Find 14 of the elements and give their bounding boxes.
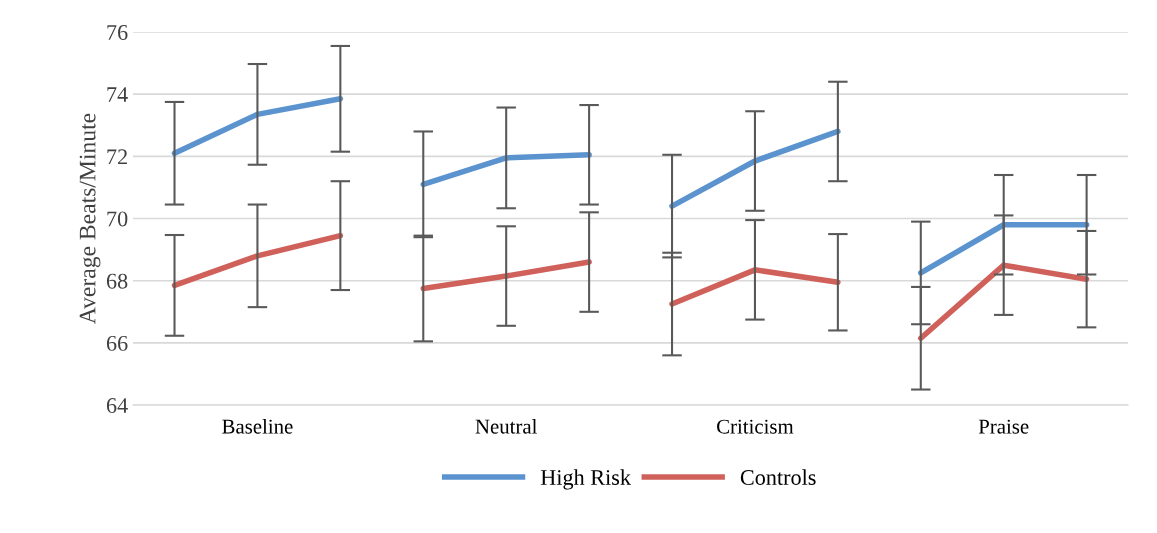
x-tick-label: Criticism bbox=[717, 419, 794, 434]
y-tick-label: 68 bbox=[106, 273, 128, 289]
y-tick-label: 64 bbox=[106, 398, 128, 414]
y-tick-label: 74 bbox=[107, 87, 128, 102]
legend-label: High Risk bbox=[540, 469, 631, 490]
y-tick-label: 76 bbox=[107, 24, 128, 40]
y-axis-title: Average Beats/Minute bbox=[79, 113, 101, 324]
y-tick-label: 72 bbox=[107, 149, 127, 165]
x-tick-label: Praise bbox=[978, 419, 1029, 434]
y-tick-label: 66 bbox=[106, 335, 128, 351]
legend-label: Controls bbox=[740, 469, 816, 485]
x-tick-label: Baseline bbox=[222, 418, 293, 434]
x-tick-label: Neutral bbox=[475, 418, 537, 434]
y-tick-label: 70 bbox=[107, 211, 128, 227]
